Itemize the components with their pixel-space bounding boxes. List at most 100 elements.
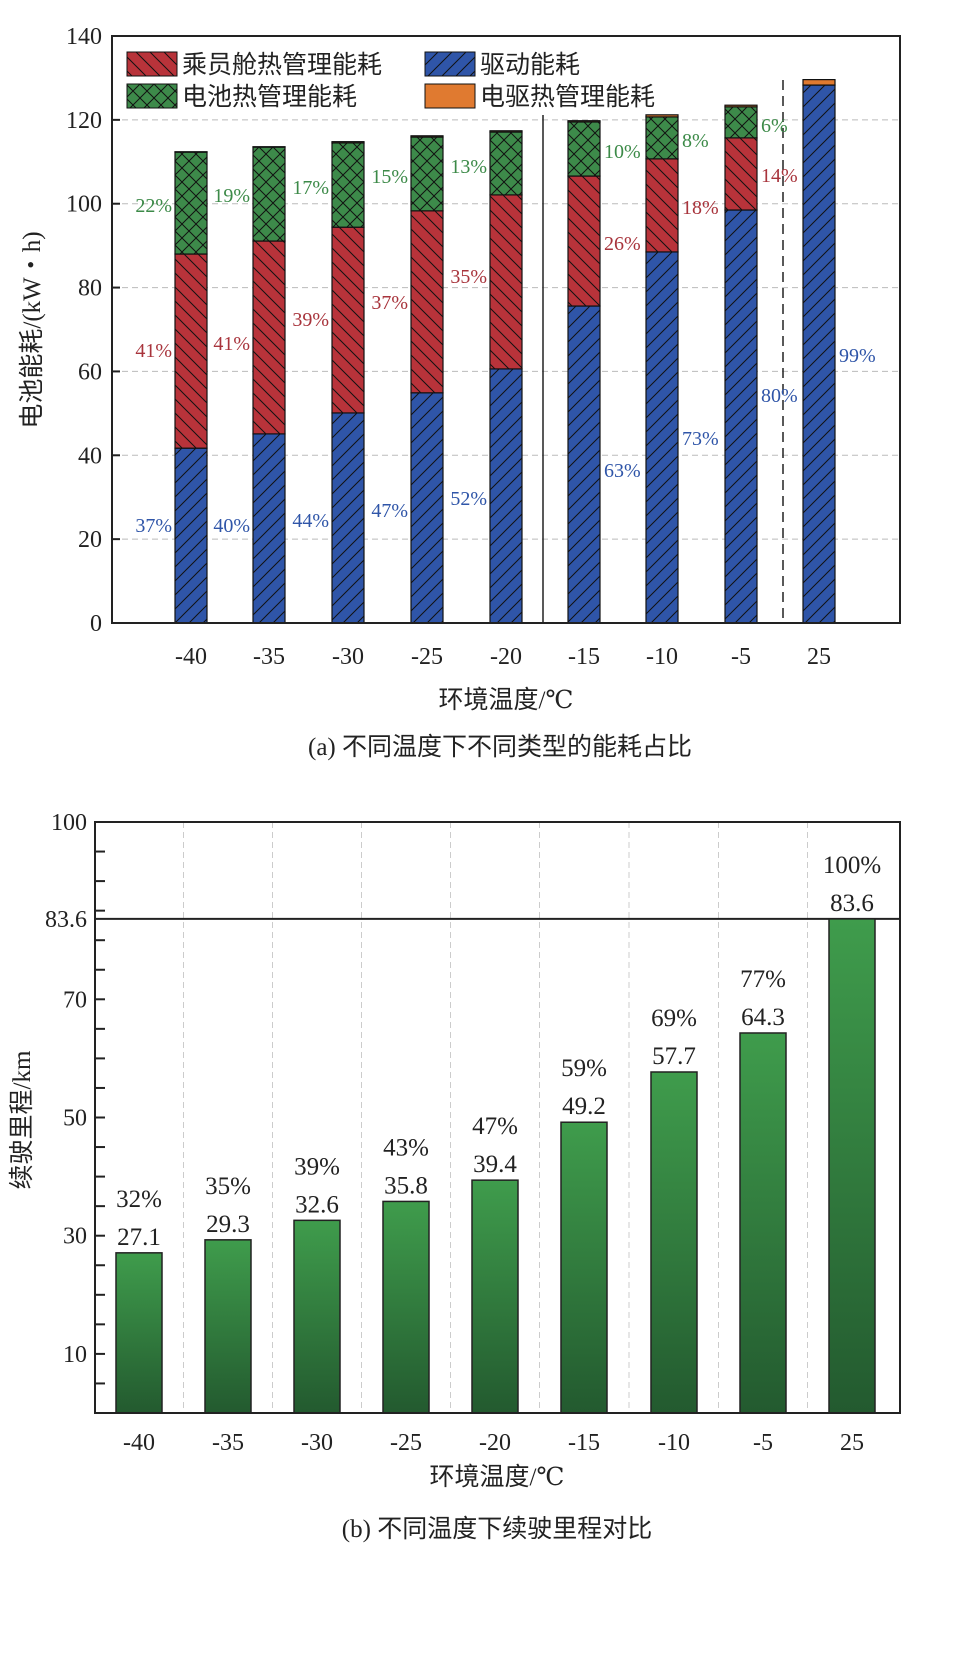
percent-label: 39% xyxy=(292,309,329,331)
x-tick-label: -10 xyxy=(658,1430,690,1456)
range-bar xyxy=(828,918,876,1414)
percent-label: 37% xyxy=(371,292,408,314)
value-label: 35.8 xyxy=(384,1172,428,1199)
y-tick-label: 120 xyxy=(66,108,102,134)
percent-label: 18% xyxy=(682,197,719,219)
percent-label: 32% xyxy=(116,1186,162,1213)
y-tick-label: 20 xyxy=(78,527,102,553)
bar-segment-battery xyxy=(331,142,365,228)
percent-label: 14% xyxy=(761,165,798,187)
bar-segment-cabin xyxy=(174,253,208,449)
bar-segment-drive xyxy=(567,305,601,624)
y-tick-label: 40 xyxy=(78,443,102,469)
percent-label: 47% xyxy=(472,1113,518,1140)
range-bar xyxy=(471,1179,519,1414)
chart-b-xlabel: 环境温度/℃ xyxy=(430,1463,565,1491)
x-tick-label: -30 xyxy=(301,1430,333,1456)
y-tick-label: 140 xyxy=(66,24,102,50)
percent-label: 100% xyxy=(823,852,881,879)
x-tick-label: -15 xyxy=(568,644,600,670)
y-tick-label: 100 xyxy=(51,810,87,836)
range-bar xyxy=(560,1121,608,1414)
chart-b-caption: (b) 不同温度下续驶里程对比 xyxy=(342,1515,652,1543)
x-tick-label: -35 xyxy=(253,644,285,670)
y-tick-label: 70 xyxy=(63,987,87,1013)
value-label: 83.6 xyxy=(830,890,874,917)
range-bar xyxy=(739,1032,787,1414)
percent-label: 77% xyxy=(740,966,786,993)
bar-segment-battery xyxy=(724,106,758,139)
plot-frame xyxy=(111,35,901,624)
bar-segment-cabin xyxy=(331,226,365,414)
legend: 乘员舱热管理能耗 驱动能耗 电池热管理能耗 电驱热管理能耗 xyxy=(126,51,655,111)
y-tick-label: 83.6 xyxy=(45,907,87,933)
bar-segment-cabin xyxy=(724,137,758,211)
bar-segment-motor xyxy=(645,114,679,118)
bar-segment-cabin xyxy=(567,175,601,307)
x-tick-label: 25 xyxy=(807,644,831,670)
percent-label: 19% xyxy=(213,185,250,207)
bar-segment-drive xyxy=(645,251,679,624)
bar-segment-motor xyxy=(567,120,601,123)
value-label: 64.3 xyxy=(741,1004,785,1031)
energy-consumption-chart: 0 20 40 60 80 100 120 140 -40 -35 -30 -25 -20 -15 -10 -… xyxy=(66,24,901,670)
value-label: 49.2 xyxy=(562,1093,606,1120)
percent-label: 13% xyxy=(450,156,487,178)
percent-label: 17% xyxy=(292,177,329,199)
range-bar xyxy=(382,1200,430,1414)
value-label: 39.4 xyxy=(473,1151,517,1178)
percent-label: 15% xyxy=(371,166,408,188)
percent-label: 41% xyxy=(135,340,172,362)
x-tick-label: -30 xyxy=(332,644,364,670)
percent-label: 40% xyxy=(213,515,250,537)
bar-segment-cabin xyxy=(489,194,523,370)
range-bar xyxy=(650,1071,698,1414)
chart-b-ylabel: 续驶里程/km xyxy=(8,1050,36,1189)
legend-swatch-motor xyxy=(424,83,476,109)
bar-segment-cabin xyxy=(645,158,679,253)
bar-segment-drive xyxy=(174,447,208,624)
bar-segment-drive xyxy=(802,84,836,624)
y-tick-label: 80 xyxy=(78,276,102,302)
bar-segment-motor xyxy=(410,135,444,138)
legend-label-cabin: 乘员舱热管理能耗 xyxy=(182,51,382,79)
value-label: 29.3 xyxy=(206,1211,250,1238)
y-tick-label: 60 xyxy=(78,359,102,385)
y-tick-label: 50 xyxy=(63,1106,87,1132)
y-tick-label: 10 xyxy=(63,1342,87,1368)
legend-swatch-battery xyxy=(126,83,178,109)
bar-segment-battery xyxy=(489,131,523,196)
x-tick-label: -15 xyxy=(568,1430,600,1456)
bar-segment-drive xyxy=(331,412,365,624)
bar-segment-battery xyxy=(410,136,444,212)
percent-label: 43% xyxy=(383,1134,429,1161)
range-bar xyxy=(204,1239,252,1414)
percent-label: 69% xyxy=(651,1005,697,1032)
value-label: 32.6 xyxy=(295,1191,339,1218)
percent-label: 22% xyxy=(135,195,172,217)
percent-label: 63% xyxy=(604,460,641,482)
legend-swatch-cabin xyxy=(126,51,178,77)
x-tick-label: -20 xyxy=(490,644,522,670)
legend-swatch-drive xyxy=(424,51,476,77)
value-label: 57.7 xyxy=(652,1043,696,1070)
x-tick-label: -10 xyxy=(646,644,678,670)
bar-segment-motor xyxy=(331,141,365,144)
percent-label: 47% xyxy=(371,500,408,522)
bar-segment-motor xyxy=(802,79,836,86)
percent-label: 37% xyxy=(135,515,172,537)
legend-label-battery: 电池热管理能耗 xyxy=(182,83,357,111)
bar-segment-drive xyxy=(252,433,286,624)
legend-label-drive: 驱动能耗 xyxy=(480,51,580,79)
percent-label: 39% xyxy=(294,1153,340,1180)
x-tick-label: -40 xyxy=(123,1430,155,1456)
bar-segment-drive xyxy=(410,392,444,624)
x-tick-label: -25 xyxy=(411,644,443,670)
bar-segment-battery xyxy=(567,121,601,177)
percent-label: 35% xyxy=(205,1173,251,1200)
chart-a-xlabel: 环境温度/℃ xyxy=(439,686,574,714)
chart-a-ylabel: 电池能耗/(kW・h) xyxy=(18,231,46,428)
percent-label: 26% xyxy=(604,233,641,255)
legend-label-motor: 电驱热管理能耗 xyxy=(480,83,655,111)
